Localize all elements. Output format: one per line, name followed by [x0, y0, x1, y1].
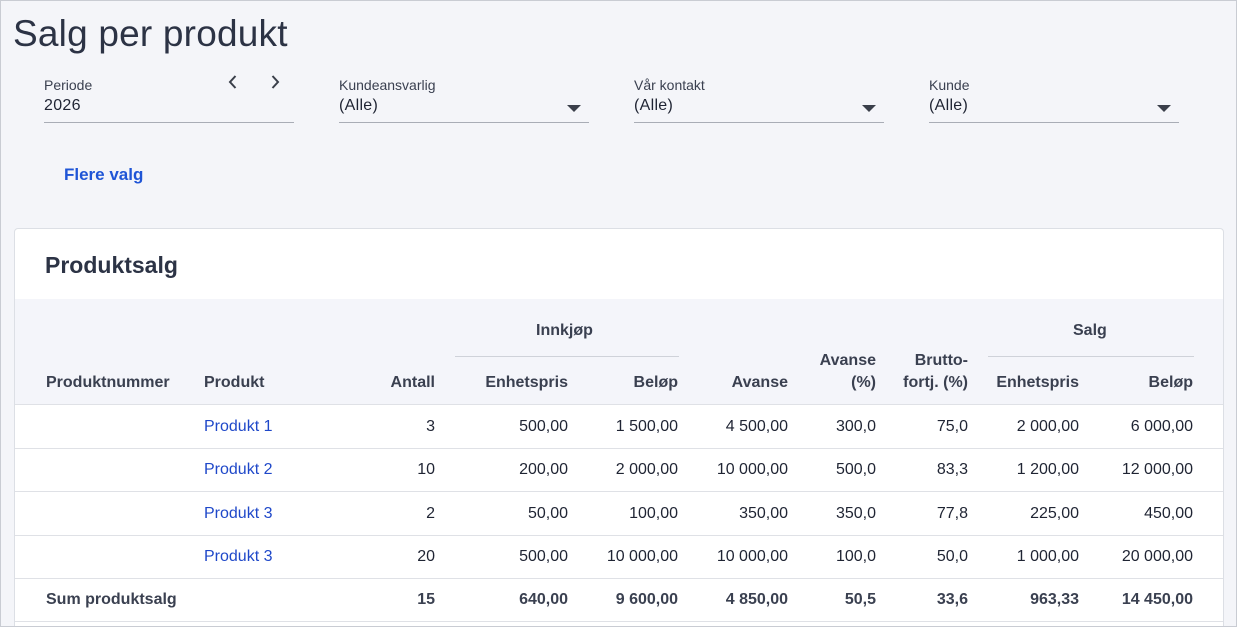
- cell-innkjop-belop: 2 000,00: [615, 461, 678, 478]
- cell-antall: 2: [426, 505, 435, 522]
- cell-innkjop-belop: 100,00: [629, 505, 678, 522]
- sum-avanse: 4 850,00: [725, 591, 788, 608]
- sum-label: Sum produktsalg: [46, 591, 177, 608]
- kundeansvarlig-label: Kundeansvarlig: [339, 77, 436, 93]
- cell-brutto: 50,0: [936, 548, 968, 565]
- kunde-value[interactable]: (Alle): [929, 97, 969, 114]
- card-title: Produktsalg: [45, 252, 178, 278]
- cell-innkjop-enhetspris: 200,00: [519, 461, 568, 478]
- cell-antall: 3: [426, 418, 435, 435]
- cell-brutto: 75,0: [936, 418, 968, 435]
- table-row: Produkt 3 2 50,00 100,00 350,00 350,0 77…: [15, 493, 1223, 536]
- cell-salg-belop: 12 000,00: [1121, 461, 1193, 478]
- sum-innkjop-enhetspris: 640,00: [519, 591, 568, 608]
- kunde-select[interactable]: Kunde (Alle): [929, 77, 1179, 123]
- group-salg-divider: [988, 356, 1194, 357]
- cell-brutto: 77,8: [936, 505, 968, 522]
- col-avanse-pct[interactable]: Avanse: [819, 352, 876, 369]
- product-link[interactable]: Produkt 2: [204, 461, 273, 478]
- periode-label: Periode: [44, 77, 93, 93]
- cell-salg-enhetspris: 225,00: [1030, 505, 1079, 522]
- caret-down-icon[interactable]: [862, 105, 876, 112]
- product-link[interactable]: Produkt 3: [204, 505, 273, 522]
- sum-antall: 15: [417, 591, 435, 608]
- col-salg-enhetspris[interactable]: Enhetspris: [996, 374, 1079, 391]
- product-link[interactable]: Produkt 1: [204, 418, 273, 435]
- group-innkjop: Innkjøp: [536, 322, 593, 339]
- col-innkjop-enhetspris[interactable]: Enhetspris: [485, 374, 568, 391]
- produktsalg-card: Produktsalg Innkjøp Salg Produktnummer P…: [14, 228, 1224, 626]
- col-avanse-pct-unit[interactable]: (%): [851, 374, 876, 391]
- page-title: Salg per produkt: [13, 13, 288, 54]
- col-produkt[interactable]: Produkt: [204, 374, 265, 391]
- cell-antall: 10: [417, 461, 435, 478]
- caret-down-icon[interactable]: [567, 105, 581, 112]
- table-header: Innkjøp Salg Produktnummer Produkt Antal…: [15, 299, 1223, 405]
- cell-innkjop-belop: 10 000,00: [606, 548, 678, 565]
- kunde-label: Kunde: [929, 77, 970, 93]
- cell-avanse: 4 500,00: [725, 418, 788, 435]
- cell-innkjop-enhetspris: 50,00: [527, 505, 568, 522]
- cell-salg-enhetspris: 1 200,00: [1016, 461, 1079, 478]
- cell-innkjop-enhetspris: 500,00: [519, 418, 568, 435]
- col-produktnummer[interactable]: Produktnummer: [46, 374, 170, 391]
- cell-avanse: 10 000,00: [716, 461, 788, 478]
- more-options-link[interactable]: Flere valg: [64, 165, 144, 184]
- var-kontakt-value[interactable]: (Alle): [634, 97, 674, 114]
- cell-salg-enhetspris: 2 000,00: [1016, 418, 1079, 435]
- var-kontakt-select[interactable]: Vår kontakt (Alle): [634, 77, 884, 123]
- col-innkjop-belop[interactable]: Beløp: [633, 374, 678, 391]
- col-avanse[interactable]: Avanse: [731, 374, 788, 391]
- group-salg: Salg: [1073, 322, 1107, 339]
- table-row: Produkt 2 10 200,00 2 000,00 10 000,00 5…: [15, 449, 1223, 492]
- var-kontakt-label: Vår kontakt: [634, 77, 705, 93]
- cell-avanse-pct: 300,0: [835, 418, 876, 435]
- cell-avanse-pct: 500,0: [835, 461, 876, 478]
- sum-brutto: 33,6: [936, 591, 968, 608]
- sum-innkjop-belop: 9 600,00: [615, 591, 678, 608]
- sum-row: Sum produktsalg 15 640,00 9 600,00 4 850…: [15, 579, 1223, 622]
- group-innkjop-divider: [455, 356, 679, 357]
- kundeansvarlig-value[interactable]: (Alle): [339, 97, 379, 114]
- sum-salg-enhetspris: 963,33: [1030, 591, 1079, 608]
- product-link[interactable]: Produkt 3: [204, 548, 273, 565]
- sum-avanse-pct: 50,5: [844, 591, 876, 608]
- col-brutto-unit[interactable]: fortj. (%): [903, 374, 968, 391]
- cell-avanse: 350,00: [739, 505, 788, 522]
- cell-brutto: 83,3: [936, 461, 968, 478]
- cell-avanse-pct: 100,0: [835, 548, 876, 565]
- cell-avanse-pct: 350,0: [835, 505, 876, 522]
- col-antall[interactable]: Antall: [390, 374, 435, 391]
- chevron-right-icon[interactable]: [266, 73, 284, 91]
- cell-salg-belop: 6 000,00: [1130, 418, 1193, 435]
- table-row: Produkt 3 20 500,00 10 000,00 10 000,00 …: [15, 536, 1223, 579]
- cell-innkjop-belop: 1 500,00: [615, 418, 678, 435]
- table-row: Produkt 1 3 500,00 1 500,00 4 500,00 300…: [15, 406, 1223, 449]
- cell-salg-enhetspris: 1 000,00: [1016, 548, 1079, 565]
- cell-antall: 20: [417, 548, 435, 565]
- sum-salg-belop: 14 450,00: [1121, 591, 1193, 608]
- cell-salg-belop: 450,00: [1144, 505, 1193, 522]
- kundeansvarlig-select[interactable]: Kundeansvarlig (Alle): [339, 77, 589, 123]
- periode-value[interactable]: 2026: [44, 97, 81, 114]
- cell-avanse: 10 000,00: [716, 548, 788, 565]
- chevron-left-icon[interactable]: [224, 73, 242, 91]
- caret-down-icon[interactable]: [1157, 105, 1171, 112]
- cell-salg-belop: 20 000,00: [1121, 548, 1193, 565]
- periode-filter[interactable]: Periode 2026: [44, 75, 294, 123]
- col-brutto[interactable]: Brutto-: [914, 352, 968, 369]
- col-salg-belop[interactable]: Beløp: [1148, 374, 1193, 391]
- cell-innkjop-enhetspris: 500,00: [519, 548, 568, 565]
